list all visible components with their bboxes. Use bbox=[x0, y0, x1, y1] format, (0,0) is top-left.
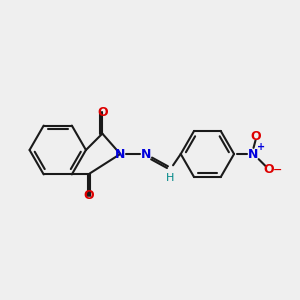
Text: −: − bbox=[273, 164, 282, 174]
Text: +: + bbox=[256, 142, 265, 152]
Text: N: N bbox=[248, 148, 259, 160]
Text: H: H bbox=[166, 172, 175, 183]
Text: N: N bbox=[115, 148, 125, 160]
Text: O: O bbox=[97, 106, 108, 118]
Text: O: O bbox=[264, 163, 274, 176]
Text: O: O bbox=[83, 189, 94, 203]
Text: N: N bbox=[141, 148, 151, 160]
Text: O: O bbox=[250, 130, 261, 142]
